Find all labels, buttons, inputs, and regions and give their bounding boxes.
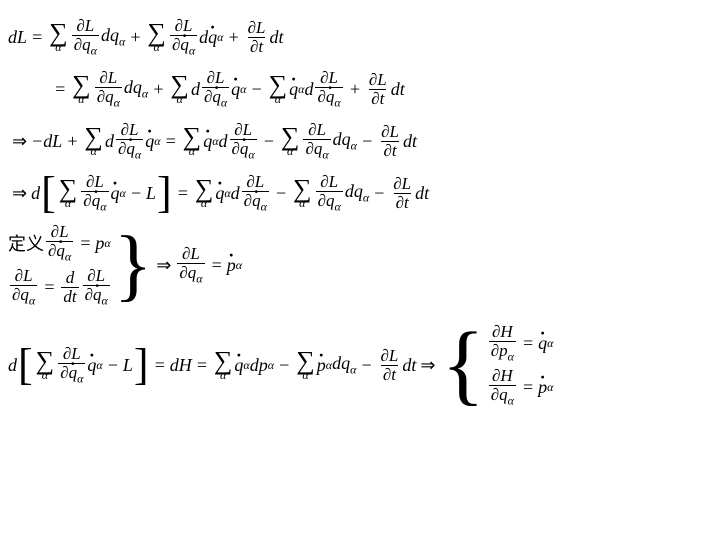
sum-2a: ∑α [72,73,91,105]
sym-eq: = [54,79,66,100]
frac-dL-dqdot-2: ∂L ∂qα [202,69,229,109]
right-bracket: ] [157,171,172,215]
sym-dH: dH [170,355,192,376]
right-brace-icon: } [114,225,152,305]
eq-line-7: d [ ∑α ∂L ∂qα qα − L ] = dH = ∑α qα dpα … [8,320,700,410]
sym-dq: dqα [101,25,125,50]
eq-line-4: ⇒ d [ ∑α ∂L ∂qα qα − L ] = ∑α qα d ∂L ∂q… [8,168,700,218]
sym-plus: + [227,27,239,48]
definition-block: 定义 ∂L ∂qα = pα ∂L ∂qα = d dt [8,220,700,310]
frac-dL-dq-1: ∂L ∂qα [72,17,99,57]
sym-eq: = [31,27,43,48]
hamilton-eqs: ∂H ∂pα = qα ∂H ∂qα = pα [487,321,554,409]
sum-2b: ∑α [170,73,189,105]
eq-line-1: dL = ∑ α ∂L ∂qα dqα + ∑ α ∂L ∂qα dqα + ∂… [8,12,700,62]
frac-dL-dqdot-2b: ∂L ∂qα [315,69,342,109]
implies-arrow: ⇒ [12,131,27,152]
sum-1a: ∑ α [49,21,68,53]
frac-dL-dt-2: ∂L ∂t [367,71,389,108]
frac-dL-dqdot-1: ∂L ∂qα [170,17,197,57]
frac-dL-dt-1: ∂L ∂t [246,19,268,56]
math-derivation-page: dL = ∑ α ∂L ∂qα dqα + ∑ α ∂L ∂qα dqα + ∂… [0,0,708,556]
eq-line-2: = ∑α ∂L ∂qα dqα + ∑α d ∂L ∂qα qα − ∑α qα… [8,64,700,114]
eq-line-3: ⇒ −dL + ∑α d ∂L ∂qα qα = ∑α qα d ∂L ∂qα … [8,116,700,166]
sum-2c: ∑α [269,73,288,105]
frac-dL-dq-2: ∂L ∂qα [95,69,122,109]
sym-plus: + [129,27,141,48]
sym-dt: dt [270,27,284,48]
hamilton-eq-2: ∂H ∂qα = pα [487,367,554,407]
def-label: 定义 [8,230,44,256]
def-line-p: 定义 ∂L ∂qα = pα [8,223,112,263]
def-line-el: ∂L ∂qα = d dt ∂L ∂qα [8,267,112,307]
left-brace-icon: { [442,320,485,410]
sym-d: d [199,27,208,48]
sum-1b: ∑ α [147,21,166,53]
hamilton-eq-1: ∂H ∂pα = qα [487,323,554,363]
sym-dL: dL [8,27,27,48]
left-bracket: [ [41,171,56,215]
